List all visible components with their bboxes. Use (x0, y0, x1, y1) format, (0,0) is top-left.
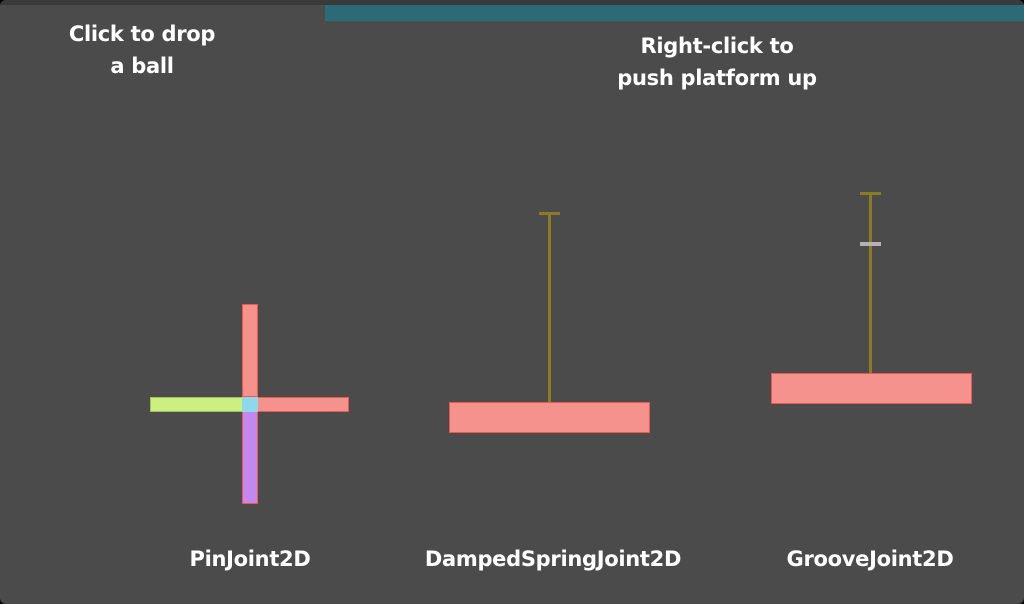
pin-joint-label: PinJoint2D (189, 547, 311, 571)
pin-joint-arm-up (242, 304, 258, 397)
window-top-strip (0, 0, 1024, 5)
push-platform-line-2: push platform up (617, 66, 817, 90)
push-platform-line-1: Right-click to (640, 34, 794, 58)
pin-joint-arm-right (257, 397, 349, 412)
drop-ball-instruction: Click to drop a ball (42, 18, 242, 82)
drop-ball-line-2: a ball (110, 54, 174, 78)
groove-joint-label: GrooveJoint2D (786, 547, 954, 571)
push-platform-instruction: Right-click to push platform up (597, 30, 837, 94)
groove-line (869, 192, 872, 375)
pin-joint-arm-left (150, 397, 243, 412)
damped-spring-label: DampedSpringJoint2D (424, 547, 682, 571)
groove-platform[interactable] (771, 373, 972, 404)
spring-platform[interactable] (449, 402, 650, 433)
groove-slider (860, 242, 881, 246)
spring-line (548, 212, 551, 404)
pin-joint-center (242, 397, 258, 412)
pin-joint-arm-down (242, 411, 258, 504)
drop-ball-line-1: Click to drop (68, 22, 216, 46)
top-status-bar (325, 5, 1024, 21)
